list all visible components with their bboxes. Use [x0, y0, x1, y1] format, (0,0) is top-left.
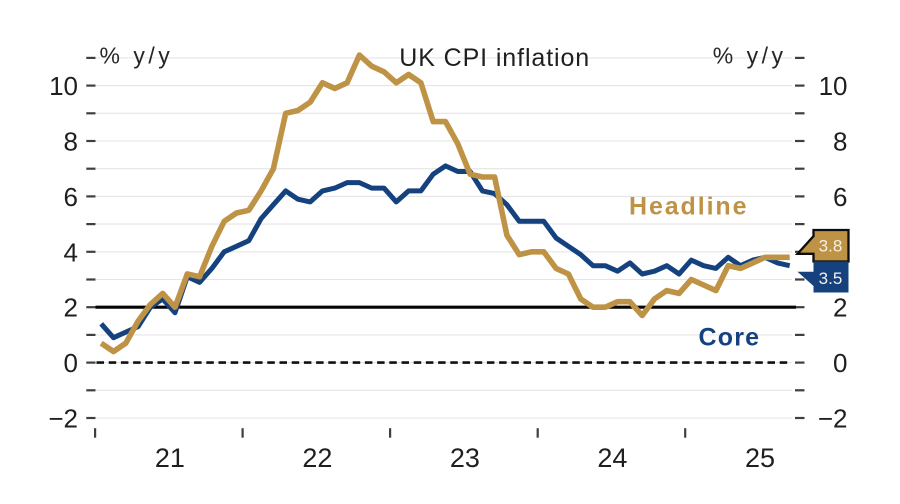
svg-text:Headline: Headline — [629, 193, 748, 221]
svg-text:10: 10 — [819, 71, 848, 101]
svg-text:8: 8 — [833, 127, 847, 157]
svg-text:6: 6 — [64, 182, 78, 212]
svg-text:21: 21 — [155, 443, 185, 473]
svg-text:0: 0 — [833, 348, 847, 378]
svg-text:22: 22 — [302, 443, 332, 473]
svg-text:2: 2 — [833, 293, 847, 323]
svg-text:2: 2 — [64, 293, 78, 323]
svg-text:24: 24 — [597, 443, 627, 473]
svg-text:Core: Core — [699, 324, 761, 352]
svg-text:% y/y: % y/y — [713, 43, 787, 69]
svg-text:25: 25 — [745, 443, 775, 473]
svg-text:10: 10 — [49, 71, 78, 101]
svg-text:3.8: 3.8 — [819, 237, 843, 256]
svg-text:23: 23 — [450, 443, 480, 473]
svg-text:6: 6 — [833, 182, 847, 212]
svg-text:8: 8 — [64, 127, 78, 157]
svg-text:3.5: 3.5 — [819, 269, 843, 288]
svg-text:% y/y: % y/y — [100, 43, 174, 69]
svg-text:−2: −2 — [48, 404, 78, 434]
svg-text:UK CPI inflation: UK CPI inflation — [399, 44, 590, 72]
svg-text:−2: −2 — [818, 404, 848, 434]
svg-text:0: 0 — [64, 348, 78, 378]
svg-text:4: 4 — [64, 237, 78, 267]
